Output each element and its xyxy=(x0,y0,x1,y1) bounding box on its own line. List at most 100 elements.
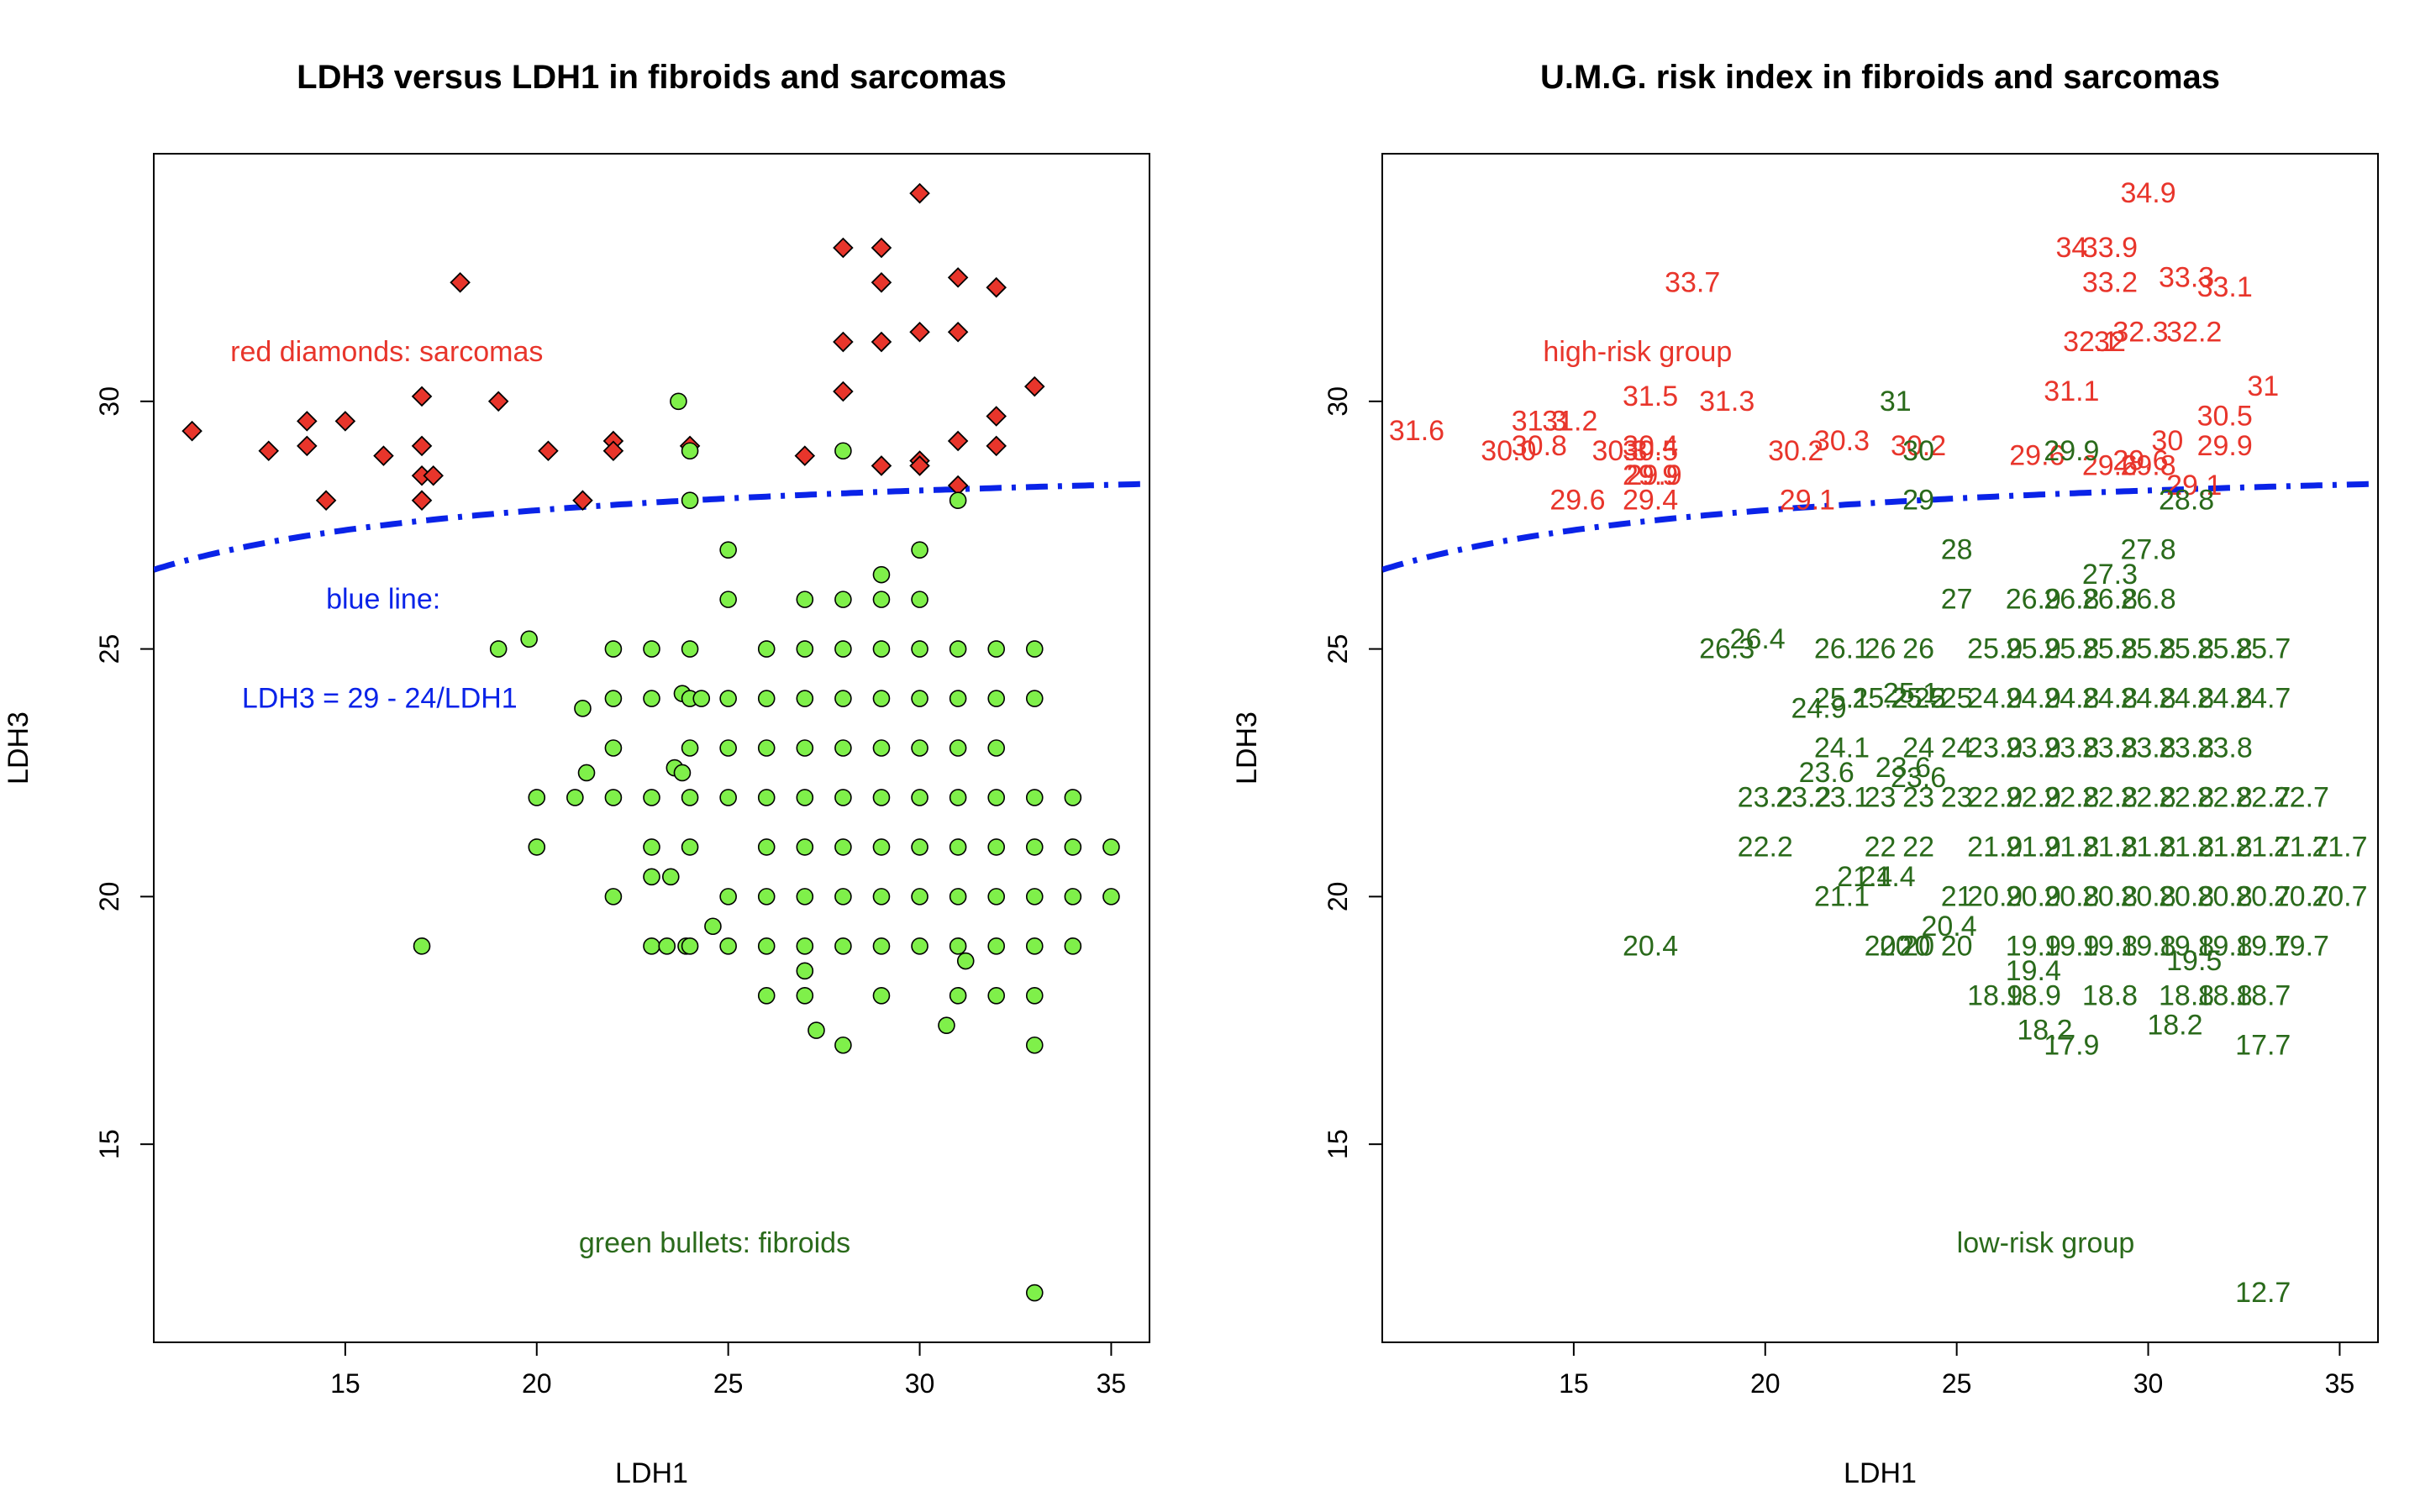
plot-area: 31.630.030.831.331.230.330.530.429.929.9… xyxy=(1382,177,2378,1309)
sarcoma-point xyxy=(297,411,318,432)
risk-index-label: 22.8 xyxy=(2159,781,2214,813)
plot-frame xyxy=(153,153,1150,1343)
risk-index-label: 21.8 xyxy=(2082,831,2138,863)
fibroid-point xyxy=(872,986,891,1005)
risk-index-label: 33.3 xyxy=(2159,261,2214,293)
risk-index-label: 24.7 xyxy=(2235,683,2291,715)
risk-index-label: 18.8 xyxy=(2159,979,2214,1011)
threshold-curve xyxy=(154,480,1150,573)
x-tick-label: 25 xyxy=(713,1368,744,1399)
fibroid-point xyxy=(643,690,660,707)
sarcoma-point xyxy=(871,455,892,476)
risk-index-label: 30.3 xyxy=(1814,425,1870,457)
risk-index-label: 30.2 xyxy=(1891,430,1946,462)
risk-index-label: 30.8 xyxy=(1512,430,1567,462)
fibroid-point xyxy=(911,789,929,806)
fibroid-point xyxy=(692,690,711,707)
fibroid-point xyxy=(658,937,676,955)
risk-index-label: 19.7 xyxy=(2235,930,2291,962)
risk-index-label: 23.8 xyxy=(2044,732,2099,764)
fibroid-point xyxy=(643,789,660,806)
fibroid-point xyxy=(956,952,975,970)
risk-index-label: 20 xyxy=(1880,930,1912,962)
risk-index-label: 19.9 xyxy=(2044,930,2099,962)
fibroid-point xyxy=(643,838,660,856)
risk-index-label: 29.4 xyxy=(1623,485,1678,517)
risk-index-label: 21 xyxy=(1941,880,1973,912)
risk-index-label: 19.4 xyxy=(2006,955,2061,987)
x-tick-label: 30 xyxy=(905,1368,935,1399)
fibroid-point xyxy=(834,442,852,460)
sarcoma-point xyxy=(947,321,969,343)
risk-index-label: 20 xyxy=(1902,930,1934,962)
fibroid-point xyxy=(987,986,1005,1005)
fibroid-point xyxy=(757,888,776,906)
fibroid-point xyxy=(643,868,660,886)
fibroid-point xyxy=(872,838,891,856)
fibroid-point xyxy=(681,491,699,510)
y-axis: 15 20 25 30 xyxy=(94,386,154,1159)
fibroid-point xyxy=(949,739,967,757)
risk-index-label: 26.8 xyxy=(2120,584,2175,616)
risk-index-label: 27.8 xyxy=(2120,534,2175,566)
sarcoma-point xyxy=(411,386,433,407)
risk-index-label: 18.9 xyxy=(1967,979,2023,1011)
annotation: blue line: xyxy=(326,584,440,616)
risk-index-label: 21.8 xyxy=(2044,831,2099,863)
risk-index-label: 25.8 xyxy=(2120,633,2175,665)
risk-index-label: 22.8 xyxy=(2082,781,2138,813)
sarcoma-point xyxy=(871,237,892,259)
fibroid-point xyxy=(1064,789,1082,806)
risk-index-label: 29 xyxy=(1902,485,1934,517)
fibroid-point xyxy=(681,442,699,460)
risk-index-label: 31.3 xyxy=(1699,386,1754,417)
y-tick-label: 20 xyxy=(1323,882,1353,912)
x-axis-label: LDH1 xyxy=(615,1457,688,1489)
fibroid-point xyxy=(604,690,623,707)
risk-index-label: 22.9 xyxy=(2006,781,2061,813)
fibroid-point xyxy=(661,868,680,886)
fibroid-point xyxy=(719,541,737,559)
x-tick-label: 30 xyxy=(2133,1368,2164,1399)
fibroid-point xyxy=(872,690,891,707)
risk-index-label: 21.9 xyxy=(2006,831,2061,863)
risk-index-label: 23.2 xyxy=(1738,781,1793,813)
risk-index-label: 23 xyxy=(1865,781,1897,813)
risk-index-label: 30 xyxy=(1902,435,1934,467)
fibroid-point xyxy=(574,700,592,717)
x-tick-label: 35 xyxy=(1097,1368,1127,1399)
risk-index-label: 17.7 xyxy=(2235,1029,2291,1061)
sarcoma-point xyxy=(986,406,1007,427)
fibroid-point xyxy=(489,640,508,658)
risk-index-label: 23.9 xyxy=(2006,732,2061,764)
fibroid-point xyxy=(643,640,660,658)
risk-index-label: 19.8 xyxy=(2159,930,2214,962)
risk-index-label: 21.1 xyxy=(1814,880,1870,912)
fibroid-point xyxy=(1025,1284,1044,1302)
risk-index-label: 20 xyxy=(1865,930,1897,962)
risk-index-label: 22.8 xyxy=(2044,781,2099,813)
fibroid-point xyxy=(604,739,623,757)
fibroid-point xyxy=(949,690,967,707)
sarcoma-point xyxy=(572,490,593,511)
x-tick-label: 25 xyxy=(1942,1368,1972,1399)
fibroid-point xyxy=(577,764,596,782)
fibroid-point xyxy=(834,789,852,806)
risk-index-label: 19.8 xyxy=(2082,930,2138,962)
fibroid-point xyxy=(719,789,737,806)
fibroid-point xyxy=(1025,838,1044,856)
fibroid-point xyxy=(528,838,546,856)
fibroid-point xyxy=(872,888,891,906)
fibroid-point xyxy=(949,888,967,906)
fibroid-point xyxy=(796,888,814,906)
risk-index-label: 25.8 xyxy=(2082,633,2138,665)
risk-index-label: 18.8 xyxy=(2082,979,2138,1011)
risk-index-label: 31.2 xyxy=(1542,405,1597,437)
risk-index-label: 24.9 xyxy=(1967,683,2023,715)
fibroid-point xyxy=(566,789,584,806)
fibroid-point xyxy=(719,888,737,906)
x-axis-label: LDH1 xyxy=(1844,1457,1917,1489)
risk-index-label: 33.7 xyxy=(1665,266,1720,298)
chart-title: LDH3 versus LDH1 in fibroids and sarcoma… xyxy=(297,59,1007,96)
risk-index-label: 30 xyxy=(2151,425,2183,457)
